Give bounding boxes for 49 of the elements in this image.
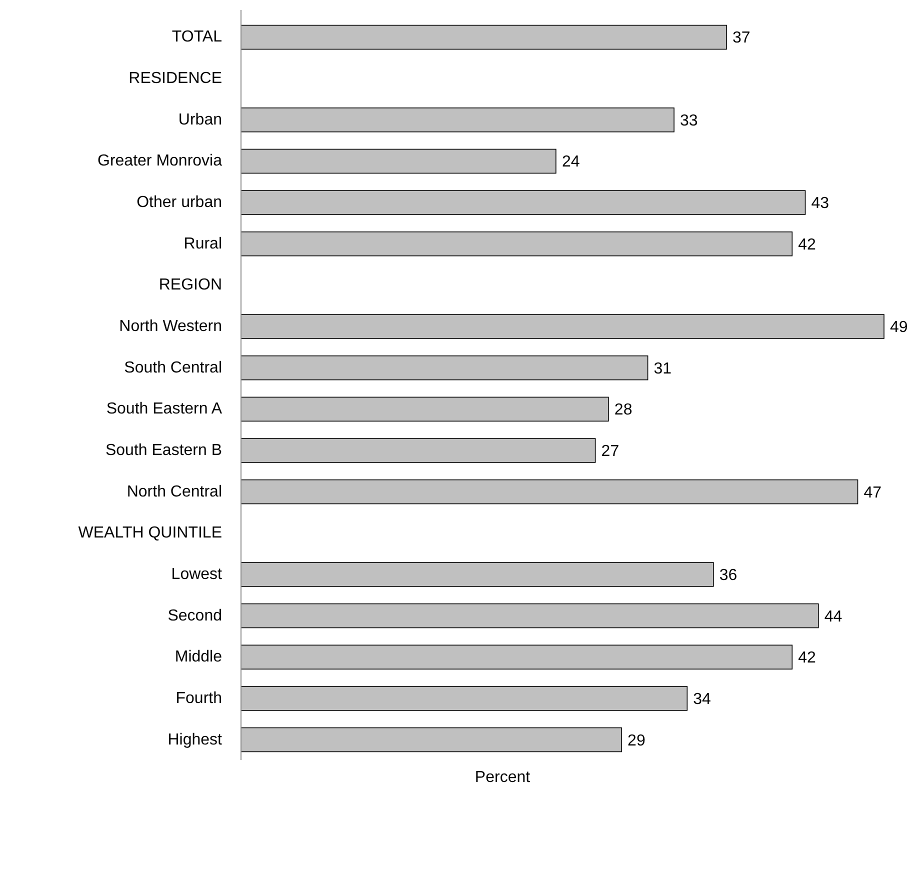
y-tick-label: South Eastern B [105,442,222,459]
data-label: 29 [628,732,646,750]
data-label: 42 [798,650,816,667]
bar [240,562,714,587]
bar [240,148,556,174]
y-tick-label: Highest [168,731,223,748]
data-label: 28 [614,402,632,419]
y-tick-label: RESIDENCE [128,70,222,88]
bar [240,603,819,628]
y-tick-label: Fourth [176,690,222,707]
bar [240,396,609,422]
data-label: 24 [562,154,580,171]
data-label: 49 [890,319,908,336]
data-label: 44 [824,608,842,626]
bar [240,24,727,50]
data-label: 37 [732,30,750,47]
bar [240,686,688,711]
bar [240,108,674,132]
y-tick-label: Middle [174,648,222,666]
data-label: 47 [864,484,882,502]
bar [240,355,648,380]
data-label: 36 [719,566,738,584]
data-label: 27 [601,442,620,460]
data-label: 33 [680,112,698,130]
y-tick-label: North Central [126,483,222,500]
data-label: 43 [811,195,830,212]
data-label: 34 [693,690,712,708]
data-label: 31 [654,360,672,378]
y-tick-label: Other urban [136,194,222,212]
y-tick-label: Lowest [171,566,223,583]
bar [240,314,884,339]
bar [240,231,793,256]
bar [240,479,858,504]
y-tick-label: REGION [158,276,222,294]
bar [240,190,806,215]
y-tick-label: Second [168,607,222,624]
y-tick-label: Urban [178,111,222,128]
y-tick-label: North Western [119,318,222,336]
y-tick-label: Rural [184,235,222,252]
y-tick-label: WEALTH QUINTILE [78,524,222,542]
y-tick-label: South Eastern A [106,400,222,418]
bar [240,727,622,752]
y-tick-label: Greater Monrovia [98,152,222,170]
data-label: 42 [798,236,816,254]
bar [240,438,596,463]
bar [240,644,793,670]
x-axis-title: Percent [474,769,531,786]
y-tick-label: South Central [124,359,222,376]
y-tick-label: TOTAL [172,28,222,46]
